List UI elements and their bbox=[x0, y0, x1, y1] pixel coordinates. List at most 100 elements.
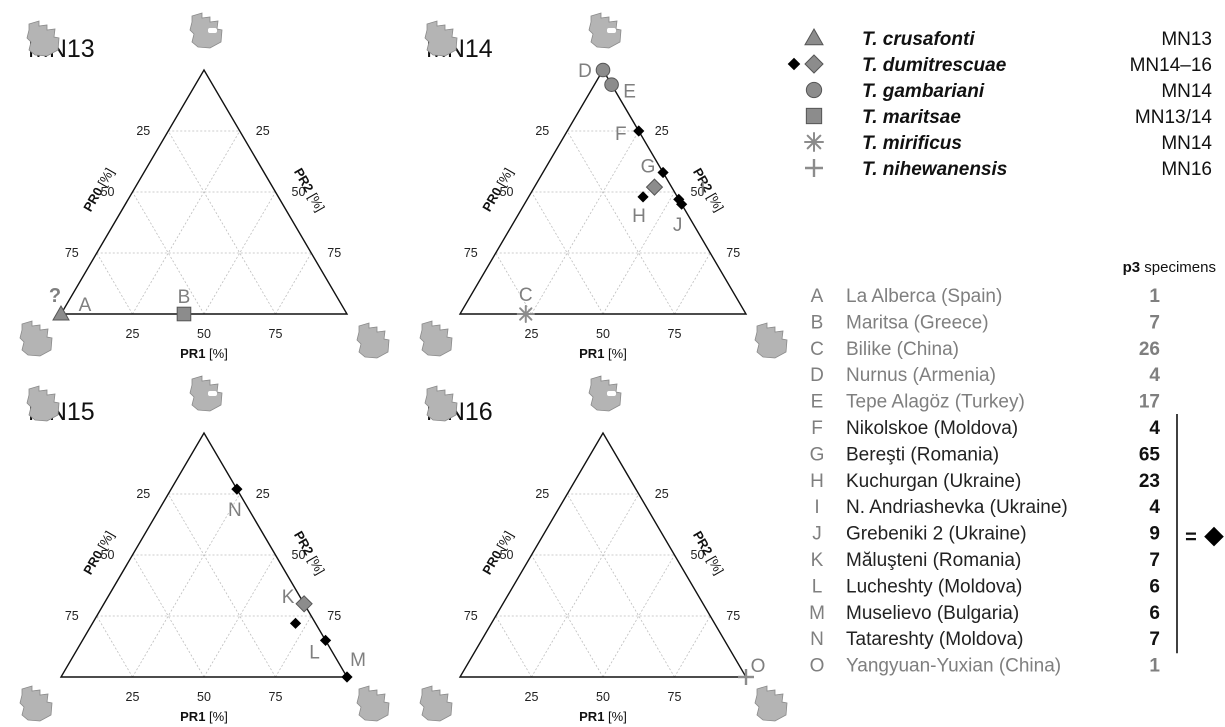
tooth-pulp-spot bbox=[607, 28, 616, 33]
axis-label-bottom: PR1 [%] bbox=[180, 709, 228, 724]
tooth-outline-icon bbox=[20, 321, 52, 356]
tooth-outline-icon bbox=[357, 686, 389, 721]
grid-line bbox=[97, 616, 133, 677]
legend-site-count: 4 bbox=[1149, 365, 1160, 386]
legend-species-row: T. dumitrescuae MN14–16 bbox=[788, 55, 1212, 76]
legend-species-age: MN14 bbox=[1161, 81, 1212, 102]
legend-site-name: Yangyuan-Yuxian (China) bbox=[846, 656, 1061, 677]
legend-site-row: O Yangyuan-Yuxian (China) 1 bbox=[810, 656, 1161, 677]
tick-label-bottom: 50 bbox=[197, 690, 211, 704]
tick-label-left: 25 bbox=[136, 124, 150, 138]
legend-species-row: T. maritsae MN13/14 bbox=[806, 107, 1212, 128]
legend-species-name: T. crusafonti bbox=[862, 29, 975, 50]
point-label-n: N bbox=[228, 500, 242, 521]
point-label-l: L bbox=[309, 642, 320, 663]
data-point-g bbox=[657, 167, 668, 178]
legend-site-count: 7 bbox=[1149, 550, 1160, 571]
grid-line bbox=[168, 494, 275, 677]
tooth-shape bbox=[357, 686, 389, 721]
data-point-d bbox=[596, 63, 610, 77]
tick-label-bottom: 50 bbox=[596, 690, 610, 704]
diamond-icon bbox=[1204, 527, 1224, 547]
tick-label-right: 25 bbox=[655, 124, 669, 138]
legend-species-row: T. crusafonti MN13 bbox=[805, 29, 1212, 50]
grid-lines bbox=[97, 131, 312, 314]
legend: T. crusafonti MN13T. dumitrescuae MN14–16T… bbox=[788, 29, 1224, 677]
legend-site-row: I N. Andriashevka (Ukraine) 4 bbox=[814, 497, 1160, 518]
legend-site-row: D Nurnus (Armenia) 4 bbox=[810, 365, 1160, 386]
legend-species-row: T. nihewanensis MN16 bbox=[805, 159, 1212, 180]
legend-site-row: G Bereşti (Romania) 65 bbox=[810, 444, 1161, 465]
data-point-k bbox=[296, 596, 312, 612]
tick-label-left: 75 bbox=[65, 609, 79, 623]
tooth-with-pulp-icon bbox=[190, 376, 222, 411]
tick-label-right: 25 bbox=[256, 124, 270, 138]
tick-label-left: 75 bbox=[65, 246, 79, 260]
ternary-panel-mn14: MN142525755050 50757525PR1 [%]PR0 [%] PR2 … bbox=[420, 13, 787, 361]
legend-species-name: T. gambariani bbox=[862, 81, 985, 102]
tick-label-right: 75 bbox=[327, 246, 341, 260]
tick-label-bottom: 25 bbox=[126, 690, 140, 704]
legend-site-count: 1 bbox=[1149, 656, 1160, 677]
legend-site-letter: E bbox=[811, 392, 824, 413]
tick-label-bottom: 25 bbox=[525, 690, 539, 704]
legend-species-age: MN13 bbox=[1161, 29, 1212, 50]
tick-label-bottom: 50 bbox=[596, 327, 610, 341]
legend-site-row: N Tatareshty (Moldova) 7 bbox=[810, 629, 1160, 650]
legend-species-name: T. nihewanensis bbox=[862, 159, 1007, 180]
tick-label-right: 25 bbox=[655, 487, 669, 501]
legend-species-name: T. maritsae bbox=[862, 107, 961, 128]
grid-line bbox=[675, 616, 711, 677]
legend-site-name: La Alberca (Spain) bbox=[846, 286, 1002, 307]
legend-marker-triangle bbox=[805, 29, 823, 45]
data-point-k bbox=[290, 618, 301, 629]
point-label-i: I bbox=[700, 178, 705, 199]
point-label-j: J bbox=[673, 215, 683, 236]
legend-site-row: L Lucheshty (Moldova) 6 bbox=[812, 576, 1160, 597]
tooth-shape bbox=[589, 13, 621, 48]
legend-site-name: Nikolskoe (Moldova) bbox=[846, 418, 1018, 439]
point-label-f: F bbox=[615, 124, 627, 145]
grid-line bbox=[567, 494, 674, 677]
tooth-outline-icon bbox=[425, 21, 457, 56]
legend-site-count: 17 bbox=[1139, 392, 1160, 413]
grid-lines bbox=[496, 494, 711, 677]
legend-site-name: N. Andriashevka (Ukraine) bbox=[846, 497, 1068, 518]
legend-site-row: J Grebeniki 2 (Ukraine) 9 bbox=[812, 524, 1160, 545]
tooth-outline-icon bbox=[425, 386, 457, 421]
legend-species-name: T. dumitrescuae bbox=[862, 55, 1007, 76]
legend-marker-black-diamond bbox=[788, 58, 801, 71]
tooth-shape bbox=[425, 21, 457, 56]
tooth-with-pulp-icon bbox=[589, 376, 621, 411]
tooth-shape bbox=[425, 386, 457, 421]
legend-site-count: 6 bbox=[1149, 603, 1160, 624]
legend-species-row: T. mirificus MN14 bbox=[805, 133, 1212, 154]
legend-marker-grey-diamond bbox=[805, 55, 823, 73]
tooth-outline-icon bbox=[27, 386, 59, 421]
tick-label-left: 75 bbox=[464, 609, 478, 623]
legend-site-count: 6 bbox=[1149, 576, 1160, 597]
tooth-shape bbox=[755, 323, 787, 358]
axis-label-bottom: PR1 [%] bbox=[180, 346, 228, 361]
tooth-shape bbox=[755, 686, 787, 721]
legend-specimens-header: p3 specimens bbox=[1123, 259, 1216, 276]
point-label-h: H bbox=[632, 206, 646, 227]
legend-site-row: K Măluşteni (Romania) 7 bbox=[811, 550, 1160, 571]
data-point-c bbox=[518, 306, 534, 322]
ternary-panels: MN132525755050 50757525PR1 [%]PR0 [%] PR2 … bbox=[20, 13, 787, 724]
tooth-shape bbox=[357, 323, 389, 358]
data-point-m bbox=[341, 671, 352, 682]
tick-label-left: 25 bbox=[535, 124, 549, 138]
legend-site-letter: A bbox=[811, 286, 824, 307]
legend-marker-plus bbox=[805, 159, 823, 177]
tick-label-bottom: 75 bbox=[668, 327, 682, 341]
legend-site-letter: F bbox=[811, 418, 823, 439]
tick-label-left: 25 bbox=[136, 487, 150, 501]
legend-species-row: T. gambariani MN14 bbox=[806, 81, 1212, 102]
legend-site-letter: C bbox=[810, 339, 824, 360]
tooth-pulp-spot bbox=[208, 28, 217, 33]
tooth-outline-icon bbox=[20, 686, 52, 721]
data-point-n bbox=[231, 484, 242, 495]
tick-label-bottom: 50 bbox=[197, 327, 211, 341]
